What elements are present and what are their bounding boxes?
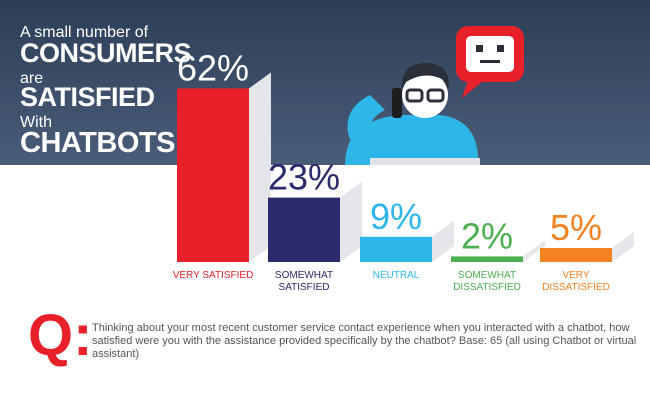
- value-label: 2%: [461, 215, 513, 256]
- bar: [451, 256, 523, 262]
- bar-shadow: [249, 72, 271, 263]
- category-label: VERY SATISFIED: [172, 270, 254, 281]
- category-label: VERY DISSATISFIED: [542, 270, 610, 293]
- title-line: CHATBOTS: [20, 127, 175, 159]
- illustration: [345, 26, 524, 165]
- value-label: 9%: [370, 196, 422, 237]
- bar: [177, 88, 249, 263]
- category-label: SOMEWHAT SATISFIED: [274, 270, 334, 293]
- question-text: Thinking about your most recent customer…: [92, 322, 637, 360]
- bar-shadow: [340, 181, 362, 262]
- value-label: 23%: [268, 157, 340, 198]
- title-line: are: [20, 70, 43, 87]
- bar-shadow: [432, 220, 454, 262]
- category-label: SOMEWHAT DISSATISFIED: [453, 270, 521, 293]
- bar: [540, 248, 612, 262]
- title-line: CONSUMERS: [20, 38, 191, 68]
- question-mark: Q:: [28, 303, 92, 368]
- header-background: [0, 0, 650, 165]
- bar-shadow: [523, 240, 545, 262]
- bar: [268, 197, 340, 262]
- title-line: A small number of: [20, 24, 149, 41]
- title-line: With: [20, 114, 52, 131]
- value-label: 62%: [177, 47, 249, 88]
- title-line: SATISFIED: [20, 82, 155, 112]
- bar: [360, 236, 432, 262]
- value-label: 5%: [550, 207, 602, 248]
- bar-shadow: [612, 232, 634, 262]
- category-label: NEUTRAL: [372, 270, 420, 281]
